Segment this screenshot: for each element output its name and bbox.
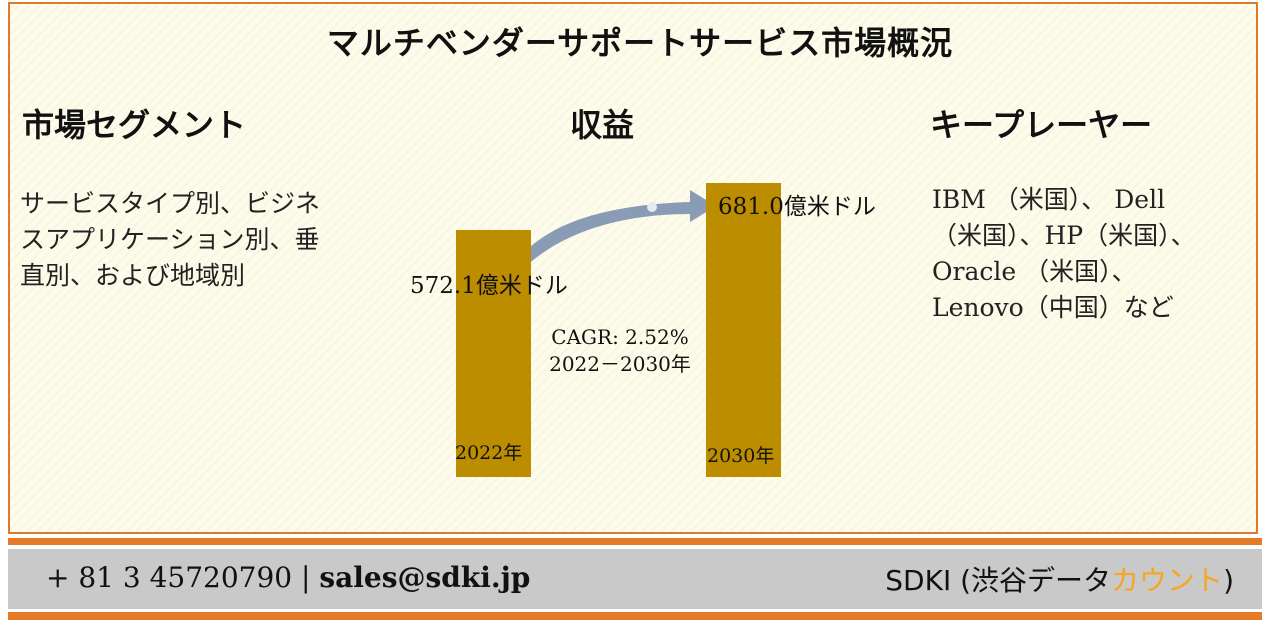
bar-2022 (456, 230, 531, 477)
contact-info: + 81 3 45720790 | sales@sdki.jp (46, 561, 530, 594)
bar-category-label-2030: 2030年 (707, 445, 775, 467)
contact-separator: | (301, 561, 311, 594)
value-label-2022: 572.1億米ドル (410, 273, 568, 299)
brand-accent: カウント (1111, 564, 1224, 597)
players-line: Oracle （米国）、 (932, 257, 1137, 286)
brand-prefix: SDKI (渋谷データ (885, 564, 1112, 597)
revenue-heading: 収益 (570, 106, 635, 144)
players-text: IBM （米国）、 Dell （米国）、HP（米国）、 Oracle （米国）、… (932, 182, 1242, 326)
segment-line: 直別、および地域別 (20, 261, 246, 290)
segment-heading: 市場セグメント (22, 106, 247, 144)
brand-name: SDKI (渋谷データカウント) (885, 559, 1234, 599)
segment-line: サービスタイプ別、ビジネ (20, 189, 321, 218)
bar-category-label-2022: 2022年 (455, 442, 523, 464)
players-line: IBM （米国）、 Dell (932, 185, 1166, 214)
footer-bar: + 81 3 45720790 | sales@sdki.jp SDKI (渋谷… (8, 549, 1262, 609)
footer-top-line (8, 538, 1262, 545)
footer-bottom-line (8, 612, 1262, 620)
cagr-annotation: CAGR: 2.52% 2022－2030年 (540, 324, 700, 378)
overview-panel (8, 2, 1258, 534)
email-link[interactable]: sales@sdki.jp (319, 561, 531, 594)
brand-suffix: ) (1223, 564, 1234, 597)
players-heading: キープレーヤー (930, 106, 1153, 144)
players-line: （米国）、HP（米国）、 (932, 221, 1196, 250)
value-label-2030: 681.0億米ドル (718, 194, 876, 220)
segment-line: スアプリケーション別、垂 (20, 225, 320, 254)
cagr-period: 2022－2030年 (549, 352, 691, 376)
players-line: Lenovo（中国）など (932, 293, 1174, 322)
phone-number[interactable]: + 81 3 45720790 (46, 561, 293, 594)
cagr-rate: CAGR: 2.52% (551, 325, 689, 349)
page-title: マルチベンダーサポートサービス市場概況 (326, 24, 954, 62)
segment-text: サービスタイプ別、ビジネ スアプリケーション別、垂 直別、および地域別 (20, 186, 320, 294)
bar-2030 (706, 183, 781, 477)
